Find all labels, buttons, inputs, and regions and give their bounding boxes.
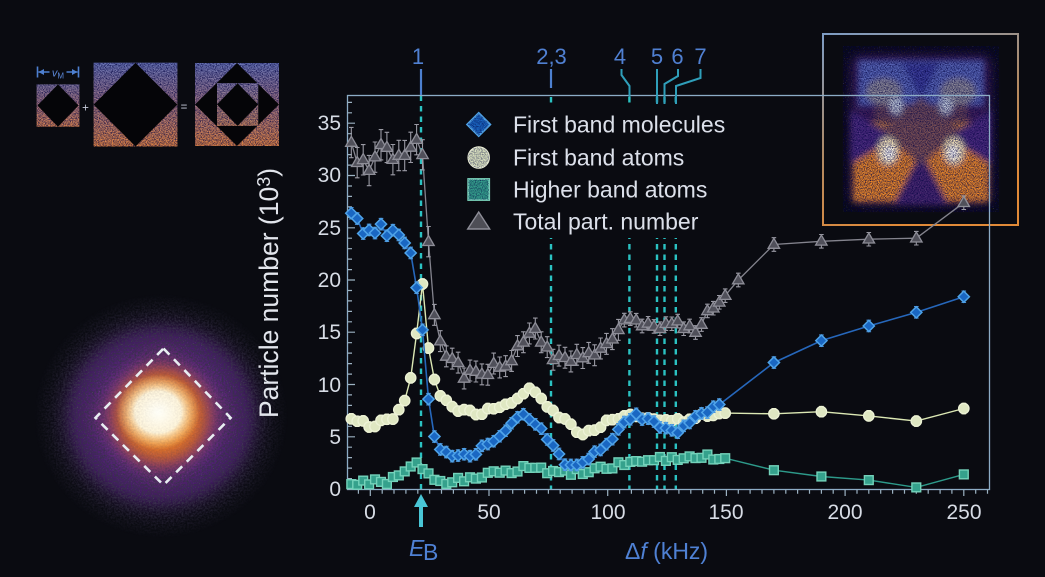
svg-text:30: 30 [318, 164, 341, 187]
svg-text:25: 25 [318, 217, 341, 240]
svg-text:=: = [181, 102, 188, 114]
svg-text:0: 0 [364, 501, 376, 524]
svg-text:150: 150 [708, 501, 743, 524]
svg-text:Particle number (103): Particle number (103) [253, 168, 284, 418]
svg-text:Δf (kHz): Δf (kHz) [625, 538, 708, 564]
svg-text:35: 35 [318, 112, 341, 135]
svg-text:50: 50 [477, 501, 500, 524]
svg-text:15: 15 [318, 321, 341, 344]
svg-text:Total part. number: Total part. number [513, 209, 699, 235]
svg-text:4: 4 [614, 44, 626, 69]
svg-text:6: 6 [671, 44, 683, 69]
svg-text:+: + [82, 103, 89, 115]
svg-text:100: 100 [590, 501, 625, 524]
svg-text:First band atoms: First band atoms [513, 145, 684, 171]
svg-text:2,3: 2,3 [536, 44, 567, 69]
svg-text:Higher band atoms: Higher band atoms [513, 177, 707, 203]
svg-text:10: 10 [318, 374, 341, 397]
svg-text:250: 250 [946, 501, 981, 524]
svg-text:vM: vM [52, 68, 65, 81]
svg-text:B: B [423, 539, 438, 565]
svg-text:200: 200 [827, 501, 862, 524]
svg-text:0: 0 [329, 478, 341, 501]
svg-text:First band molecules: First band molecules [513, 112, 725, 138]
svg-text:7: 7 [694, 44, 706, 69]
svg-text:5: 5 [329, 426, 341, 449]
svg-text:E: E [409, 535, 425, 561]
svg-text:5: 5 [651, 44, 663, 69]
svg-text:1: 1 [412, 44, 424, 69]
svg-text:20: 20 [318, 269, 341, 292]
